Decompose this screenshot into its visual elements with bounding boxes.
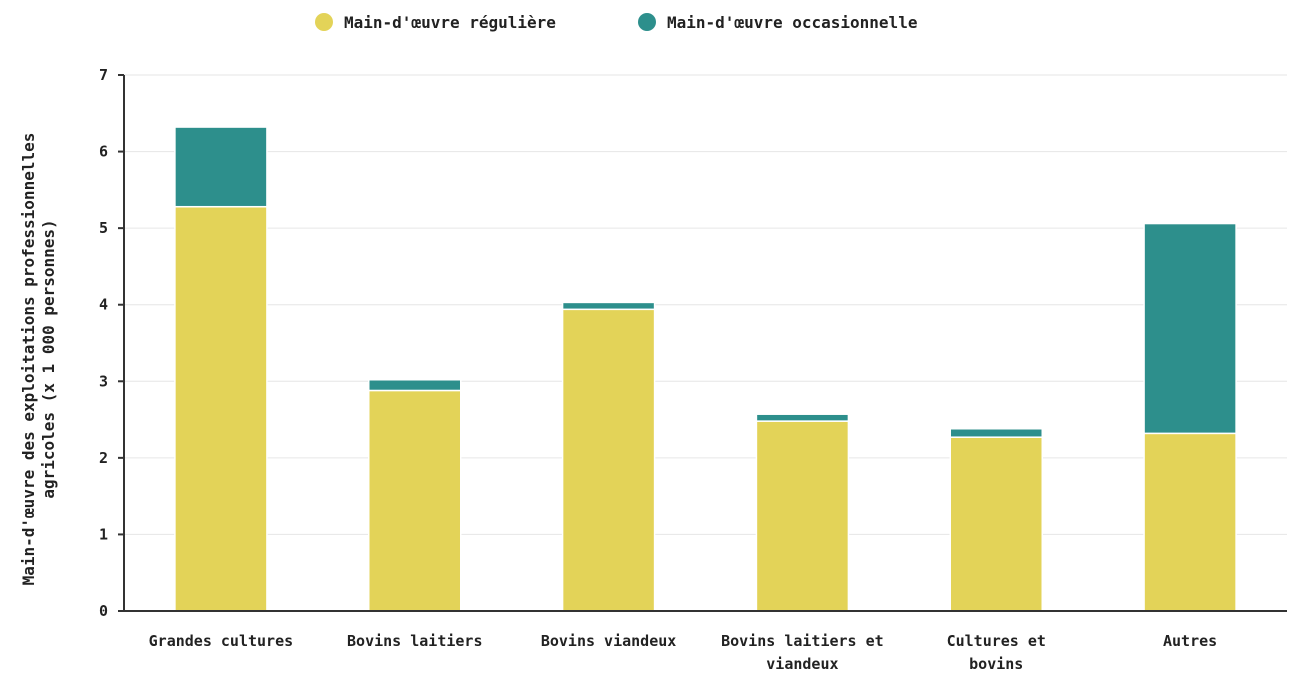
- y-tick-label-3: 3: [99, 372, 108, 390]
- bar-reguliere-3: [755, 420, 850, 612]
- bar-occasionnelle-4: [949, 428, 1043, 438]
- legend: Main-d'œuvre régulière Main-d'œuvre occas…: [315, 13, 917, 32]
- y-tick-label-5: 5: [99, 219, 108, 237]
- x-category-label-1: Bovins laitiers: [347, 632, 482, 650]
- x-category-label-4: Cultures et bovins: [947, 632, 1046, 673]
- y-tick-label-7: 7: [99, 66, 108, 84]
- bar-occasionnelle-1: [368, 379, 462, 392]
- bar-occasionnelle-2: [561, 301, 656, 311]
- bar-reguliere-0: [174, 205, 268, 612]
- x-category-label-0: Grandes cultures: [149, 632, 294, 650]
- legend-label-0: Main-d'œuvre régulière: [344, 13, 556, 32]
- y-tick-label-4: 4: [99, 296, 108, 314]
- legend-label-1: Main-d'œuvre occasionnelle: [667, 13, 917, 32]
- legend-marker-1: [638, 13, 656, 31]
- y-tick-label-6: 6: [99, 143, 108, 161]
- bar-reguliere-4: [949, 436, 1043, 612]
- bar-reguliere-1: [368, 389, 462, 612]
- bar-occasionnelle-5: [1143, 222, 1237, 435]
- bar-reguliere-5: [1143, 432, 1237, 612]
- y-axis-title: Main-d'œuvre des exploitations professio…: [19, 133, 58, 586]
- y-tick-label-0: 0: [99, 602, 108, 620]
- y-axis-title-text: Main-d'œuvre des exploitations professio…: [19, 133, 58, 586]
- x-category-label-3: Bovins laitiers et viandeux: [721, 632, 884, 673]
- gridlines: [124, 74, 1287, 535]
- bar-occasionnelle-3: [755, 413, 850, 422]
- bars: [174, 126, 1237, 612]
- axes: [118, 74, 1287, 612]
- legend-marker-0: [315, 13, 333, 31]
- x-category-labels: Grandes cultures Bovins laitiers Bovins vi…: [149, 632, 1218, 673]
- x-category-label-5: Autres: [1163, 632, 1217, 650]
- x-category-label-2: Bovins viandeux: [541, 632, 676, 650]
- y-tick-label-2: 2: [99, 449, 108, 467]
- y-tick-label-1: 1: [99, 525, 108, 543]
- y-tick-labels: 0 1 2 3 4 5 6 7: [99, 66, 108, 620]
- bar-occasionnelle-0: [174, 126, 268, 208]
- bar-reguliere-2: [561, 308, 656, 612]
